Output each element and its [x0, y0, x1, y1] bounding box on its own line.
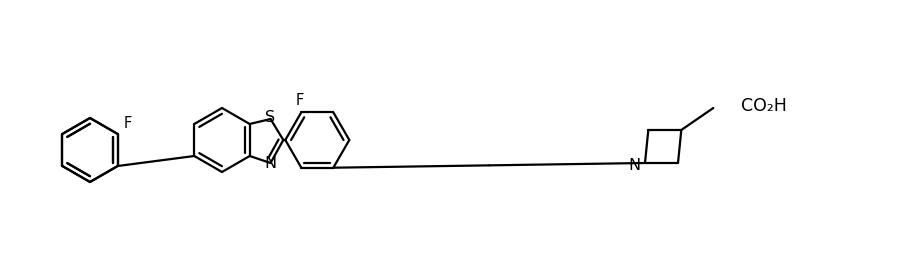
Text: N: N — [265, 156, 276, 171]
Text: CO₂H: CO₂H — [742, 97, 788, 115]
Text: S: S — [266, 110, 275, 125]
Text: F: F — [295, 93, 303, 108]
Text: N: N — [628, 157, 640, 172]
Text: F: F — [123, 117, 132, 132]
